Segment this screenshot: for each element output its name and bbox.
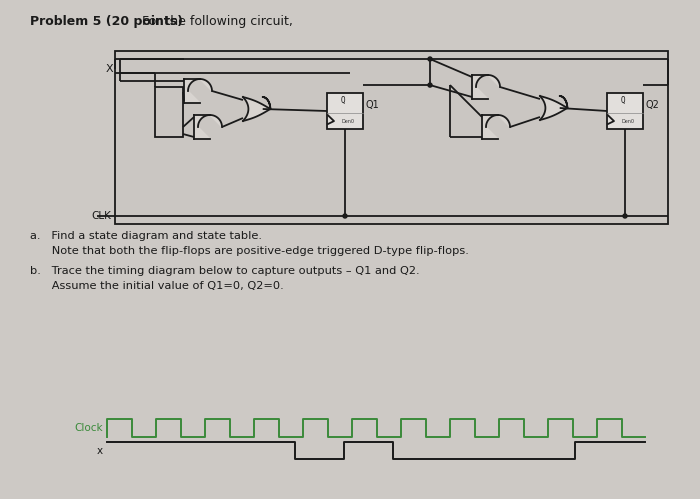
Bar: [155, 87, 183, 137]
Text: Assume the initial value of Q1=0, Q2=0.: Assume the initial value of Q1=0, Q2=0.: [30, 281, 284, 291]
Text: Q: Q: [621, 95, 625, 104]
Polygon shape: [194, 115, 222, 139]
Text: Q1: Q1: [365, 100, 379, 110]
Text: For the following circuit,: For the following circuit,: [138, 15, 293, 28]
Circle shape: [428, 57, 432, 61]
Circle shape: [343, 214, 347, 218]
Circle shape: [428, 83, 432, 87]
Polygon shape: [184, 79, 212, 103]
Bar: [115, 51, 668, 224]
Polygon shape: [243, 97, 270, 121]
Text: x: x: [97, 446, 103, 456]
Circle shape: [623, 214, 627, 218]
Text: Note that both the flip-flops are positive-edge triggered D-type flip-flops.: Note that both the flip-flops are positi…: [30, 246, 469, 256]
Text: a.   Find a state diagram and state table.: a. Find a state diagram and state table.: [30, 231, 262, 241]
Text: Den0: Den0: [622, 119, 634, 124]
Text: X: X: [106, 64, 113, 74]
Text: Den0: Den0: [342, 119, 354, 124]
Polygon shape: [482, 115, 510, 139]
Polygon shape: [540, 96, 567, 120]
Text: Q2: Q2: [645, 100, 659, 110]
Polygon shape: [472, 75, 500, 99]
Text: Problem 5 (20 points): Problem 5 (20 points): [30, 15, 183, 28]
Bar: [607, 93, 643, 129]
Text: CLK: CLK: [91, 211, 111, 221]
Text: Clock: Clock: [74, 423, 103, 433]
Bar: [327, 93, 363, 129]
Text: b.   Trace the timing diagram below to capture outputs – Q1 and Q2.: b. Trace the timing diagram below to cap…: [30, 266, 419, 276]
Text: Q: Q: [341, 95, 345, 104]
